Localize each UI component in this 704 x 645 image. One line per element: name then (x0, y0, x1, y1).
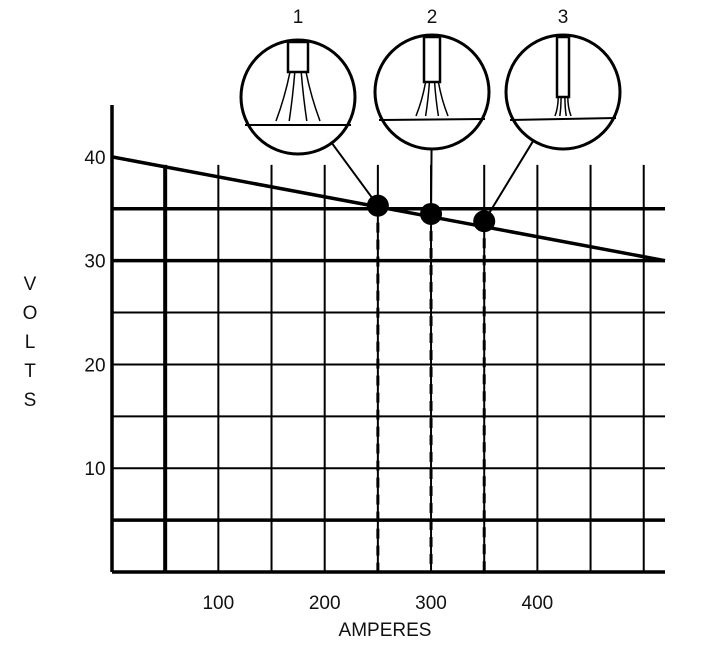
x-tick-label: 200 (309, 593, 341, 614)
y-tick-label: 10 (84, 459, 105, 480)
x-tick-label: 400 (522, 593, 554, 614)
operating-point (367, 195, 389, 217)
operating-point (473, 210, 495, 232)
point-label: 2 (427, 7, 438, 28)
work-surface (379, 119, 485, 120)
operating-point (420, 203, 442, 225)
y-tick-label: 40 (84, 148, 105, 169)
electrode (288, 42, 308, 72)
leader-line (332, 143, 378, 206)
chart: AMPERES VOLTS 100 200 300 400 10 20 30 40 1 2 3 (0, 0, 704, 645)
x-axis-label: AMPERES (339, 620, 432, 641)
electrode (557, 37, 569, 97)
electrode (424, 37, 440, 82)
x-tick-label: 300 (415, 593, 447, 614)
point-label: 3 (558, 7, 569, 28)
point-label: 1 (293, 7, 304, 28)
x-tick-label: 100 (202, 593, 234, 614)
y-tick-label: 20 (84, 355, 105, 376)
y-tick-label: 30 (84, 252, 105, 273)
